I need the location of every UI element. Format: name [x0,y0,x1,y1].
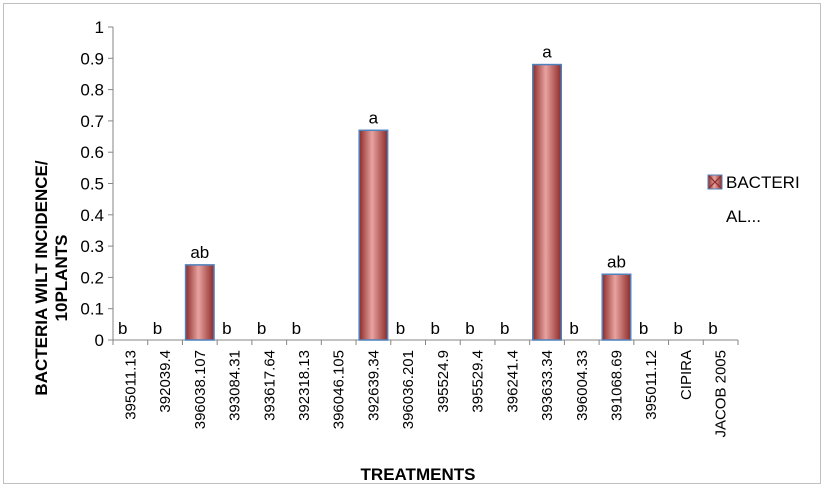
bar [358,129,389,341]
bar [601,273,632,341]
y-tick-label: 0.7 [80,112,104,131]
legend: BACTERI AL... [707,173,800,226]
y-tick-label: 1 [95,18,104,37]
x-tick-label: 395524.9 [435,350,452,413]
significance-label: b [500,319,509,338]
significance-label: a [542,43,552,62]
y-tick-label: 0.3 [80,237,104,256]
x-tick-label: 395529.4 [470,350,487,413]
y-tick-label: 0.4 [80,206,104,225]
x-tick-label: 393084.31 [227,350,244,421]
significance-label: b [569,319,578,338]
x-tick-label: 393633.34 [539,350,556,421]
y-tick-label: 0.2 [80,268,104,287]
significance-label: ab [607,252,626,271]
bar [184,264,215,341]
x-tick-label: 396046.105 [331,350,348,429]
y-tick-label: 0 [95,331,104,350]
y-tick-label: 0.8 [80,81,104,100]
x-tick-label: JACOB 2005 [713,350,730,438]
legend-label-line-2: AL... [726,207,761,226]
legend-swatch-mark [708,175,722,189]
y-tick-label: 0.5 [80,175,104,194]
y-axis-title-line: BACTERIA WILT INCIDENCE/ [32,160,51,395]
significance-label: b [292,319,301,338]
y-axis-title-line: 10PLANTS [52,235,71,322]
x-tick-label: CIPIRA [678,350,695,400]
significance-label: ab [190,243,209,262]
significance-label: b [153,319,162,338]
significance-label: b [257,319,266,338]
y-tick-label: 0.9 [80,49,104,68]
significance-label: b [222,319,231,338]
axes: 0 0.1 0.2 0.3 0.4 0.5 0.6 0.7 0.8 0.9 1 [80,18,739,350]
y-axis-title: BACTERIA WILT INCIDENCE/10PLANTS [32,160,71,395]
x-tick-label: 391068.69 [608,350,625,421]
significance-label: b [396,319,405,338]
x-tick-label: 396036.201 [400,350,417,429]
significance-label: b [118,319,127,338]
x-tick-label: 392639.34 [365,350,382,421]
significance-label: b [674,319,683,338]
x-axis-title: TREATMENTS [361,465,476,484]
significance-label: b [708,319,717,338]
x-tick-label: 395011.12 [643,350,660,420]
y-tick-label: 0.1 [80,300,104,319]
labels: b395011.13b392039.4ab396038.107b393084.3… [118,43,730,438]
bar [532,63,563,341]
bars [184,63,632,341]
significance-label: b [465,319,474,338]
x-tick-label: 392318.13 [296,350,313,421]
y-tick-label: 0.6 [80,143,104,162]
x-tick-label: 393617.64 [261,350,278,421]
x-tick-label: 396038.107 [192,350,209,429]
x-tick-label: 395011.13 [122,350,139,420]
x-tick-label: 396004.33 [574,350,591,421]
x-tick-label: 392039.4 [157,350,174,413]
significance-label: a [369,108,379,127]
significance-label: b [431,319,440,338]
x-tick-label: 396241.4 [504,350,521,413]
chart-frame [3,3,821,484]
significance-label: b [639,319,648,338]
legend-label-line-1: BACTERI [726,173,800,192]
